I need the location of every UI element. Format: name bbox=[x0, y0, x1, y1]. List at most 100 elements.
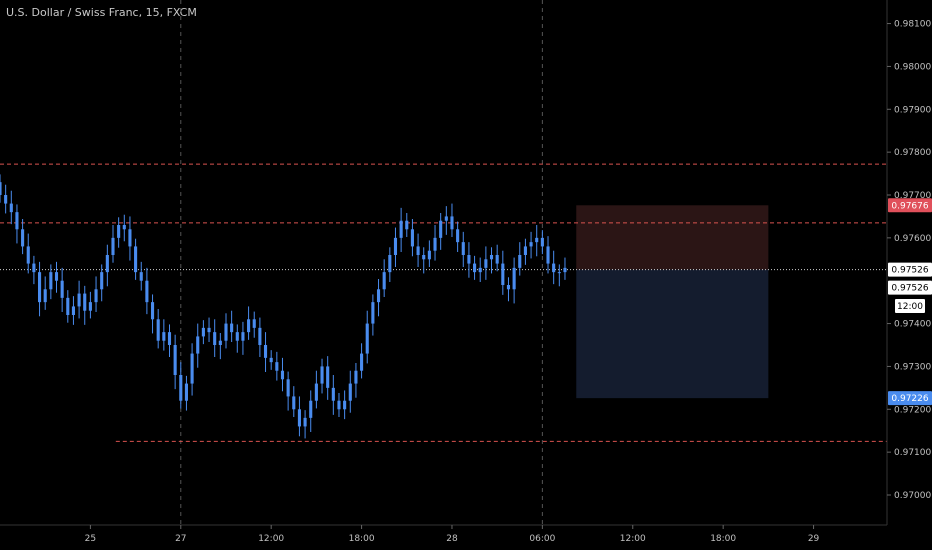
candle-body bbox=[269, 357, 273, 363]
candle-body bbox=[230, 323, 234, 333]
candle-body bbox=[77, 293, 81, 307]
candle-body bbox=[275, 362, 279, 371]
candle-body bbox=[557, 272, 561, 274]
y-tick-label: 0.97300 bbox=[894, 362, 931, 372]
candle-body bbox=[117, 225, 121, 238]
price-tag-label: 0.97676 bbox=[891, 201, 928, 211]
price-tag-bg bbox=[895, 299, 925, 313]
candle-body bbox=[43, 289, 47, 303]
candle-body bbox=[529, 242, 533, 247]
candle-body bbox=[427, 250, 431, 260]
candle-body bbox=[297, 409, 301, 427]
candle-body bbox=[184, 383, 188, 401]
candle-body bbox=[439, 220, 443, 238]
candle-body bbox=[552, 263, 556, 273]
candle-body bbox=[518, 255, 522, 268]
candle-body bbox=[156, 319, 160, 341]
candle-body bbox=[280, 370, 285, 380]
candle-body bbox=[213, 332, 217, 345]
candle-body bbox=[450, 216, 454, 230]
candle-body bbox=[343, 400, 347, 410]
price-tag-bg bbox=[888, 280, 932, 295]
candle-body bbox=[66, 297, 70, 315]
candle-body bbox=[134, 246, 138, 273]
candle-body bbox=[252, 319, 256, 328]
candle-body bbox=[32, 263, 36, 273]
candle-body bbox=[71, 306, 75, 315]
candle-body bbox=[49, 272, 53, 290]
price-tags: 0.97676 0.97526 0.97526 12:00 0.97226 bbox=[888, 198, 932, 406]
candle-body bbox=[190, 353, 194, 384]
candle-body bbox=[100, 272, 104, 290]
candle-body bbox=[331, 387, 335, 401]
candle-body bbox=[83, 293, 87, 311]
candle-body bbox=[263, 345, 268, 358]
candle-body bbox=[540, 237, 544, 247]
candle-body bbox=[60, 280, 64, 298]
candle-body bbox=[292, 396, 296, 410]
x-tick-label: 12:00 bbox=[258, 534, 284, 544]
candle-body bbox=[410, 229, 414, 247]
candle-body bbox=[21, 229, 25, 247]
candle-body bbox=[478, 267, 482, 273]
symbol-title: U.S. Dollar / Swiss Franc, 15, FXCM bbox=[6, 6, 197, 19]
price-tag-label: 0.97526 bbox=[891, 284, 928, 294]
position-box[interactable] bbox=[576, 205, 769, 399]
candle-body bbox=[365, 323, 369, 354]
candle-body bbox=[484, 259, 488, 268]
candle-body bbox=[376, 289, 381, 303]
y-tick-label: 0.97100 bbox=[894, 448, 931, 458]
candle-body bbox=[309, 400, 313, 418]
stop-loss-zone bbox=[576, 205, 769, 270]
candle-body bbox=[382, 272, 386, 290]
y-tick-label: 0.97600 bbox=[894, 234, 931, 244]
candle-body bbox=[139, 272, 143, 281]
y-tick-label: 0.97400 bbox=[894, 320, 931, 330]
candle-body bbox=[94, 289, 98, 303]
candle-body bbox=[360, 353, 364, 371]
candle-body bbox=[179, 375, 183, 401]
candle-body bbox=[241, 332, 245, 341]
candle-body bbox=[54, 272, 59, 281]
candle-body bbox=[354, 370, 358, 384]
candle-body bbox=[173, 345, 177, 375]
x-tick-label: 18:00 bbox=[710, 534, 736, 544]
candle-body bbox=[320, 366, 324, 384]
candle-body bbox=[196, 336, 200, 354]
candle-body bbox=[523, 246, 527, 255]
candle-body bbox=[201, 327, 205, 337]
candle-body bbox=[512, 267, 516, 290]
candle-body bbox=[506, 285, 511, 290]
candle-body bbox=[128, 229, 132, 247]
take-profit-zone bbox=[576, 269, 769, 399]
x-tick-label: 12:00 bbox=[620, 534, 646, 544]
candle-body bbox=[535, 237, 539, 243]
candle-body bbox=[105, 255, 109, 273]
x-tick-label: 29 bbox=[808, 534, 820, 544]
price-tag-label: 12:00 bbox=[897, 302, 923, 312]
candle-body bbox=[258, 327, 262, 345]
candle-body bbox=[546, 246, 550, 264]
candle-body bbox=[0, 182, 2, 195]
candle-body bbox=[405, 220, 409, 230]
y-tick-label: 0.97800 bbox=[894, 148, 931, 158]
candle-body bbox=[224, 323, 228, 341]
y-tick-label: 0.98000 bbox=[894, 62, 931, 72]
candle-body bbox=[473, 263, 477, 273]
candle-body bbox=[247, 319, 251, 333]
candle-body bbox=[218, 340, 222, 345]
candle-body bbox=[563, 267, 567, 273]
candle-body bbox=[111, 237, 115, 255]
y-tick-label: 0.97000 bbox=[894, 491, 931, 501]
candle-body bbox=[388, 255, 392, 273]
price-tag-bg bbox=[888, 198, 932, 213]
candle-body bbox=[162, 332, 166, 341]
candle-body bbox=[303, 417, 307, 427]
candle-body bbox=[489, 255, 494, 260]
x-tick-label: 27 bbox=[175, 534, 186, 544]
candle-body bbox=[15, 212, 19, 230]
candle-body bbox=[207, 327, 211, 333]
candle-body bbox=[326, 366, 330, 388]
candle-body bbox=[456, 229, 460, 243]
